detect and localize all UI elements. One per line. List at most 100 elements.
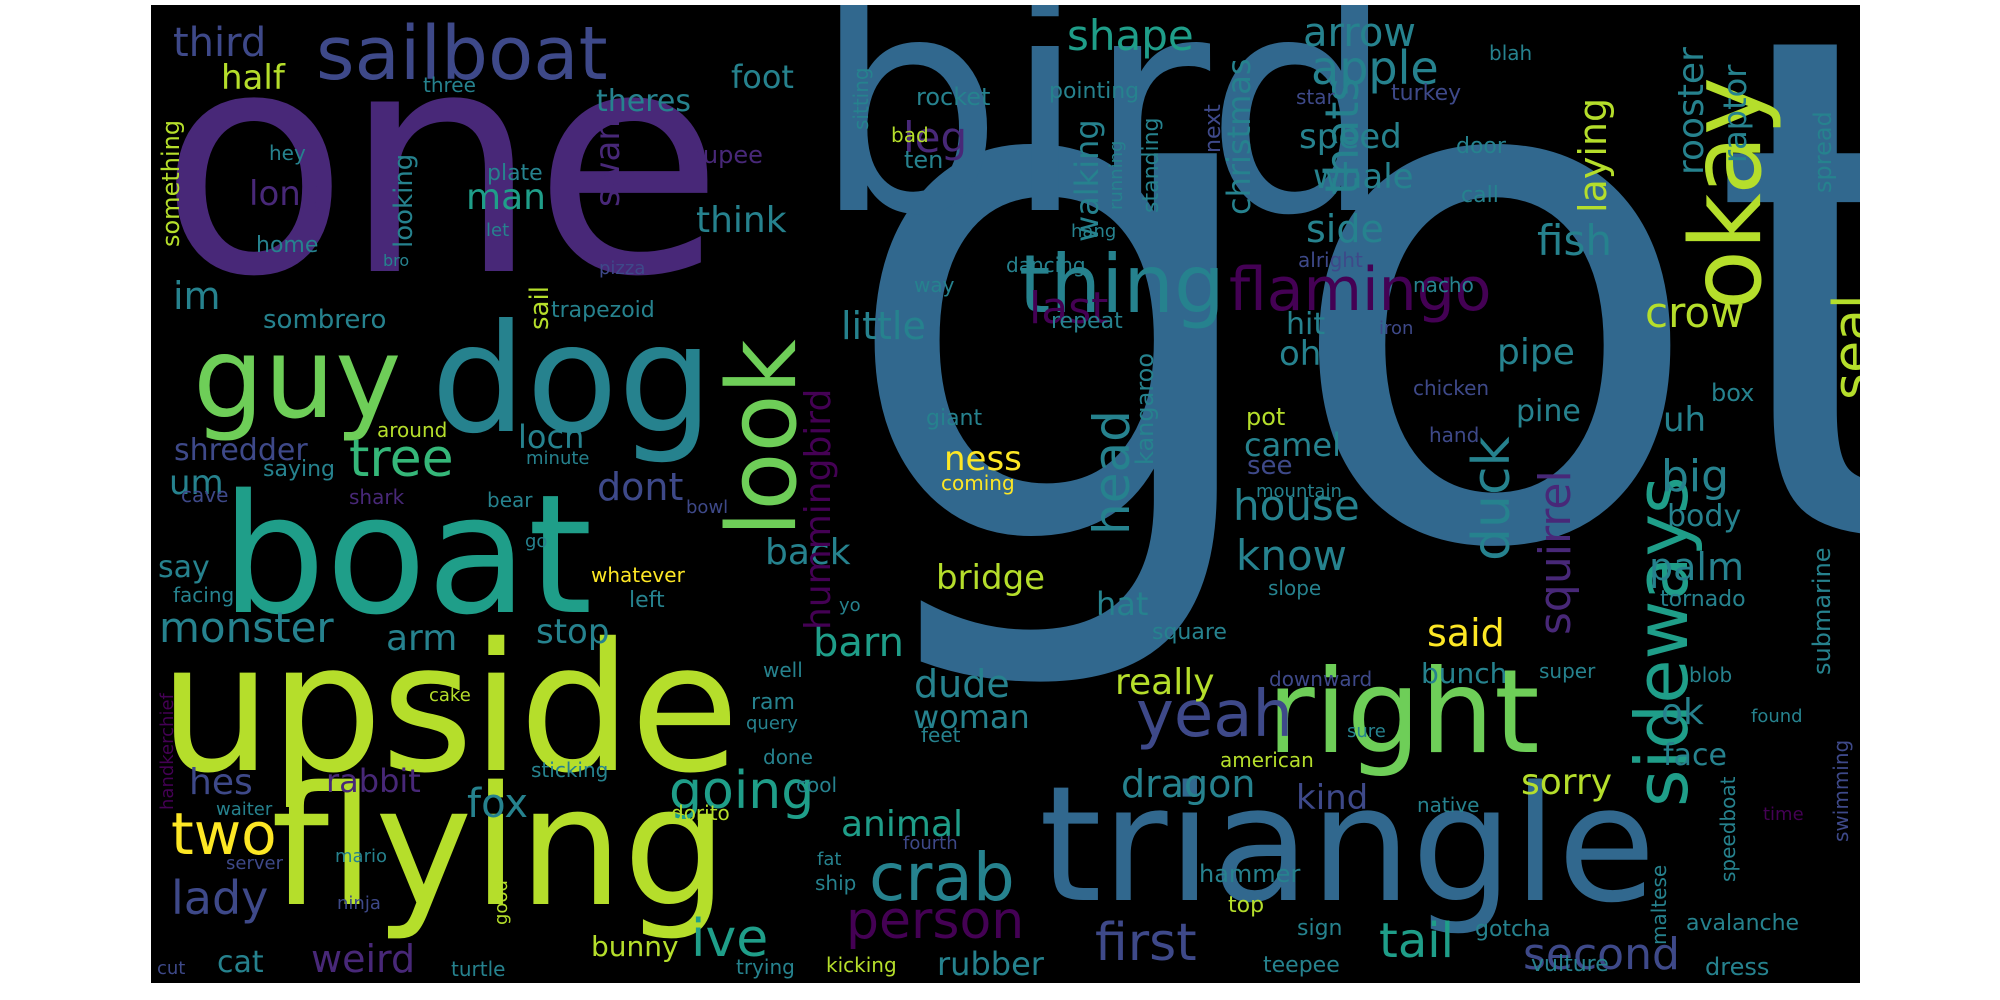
word-home: home [256,233,319,258]
word-hand: hand [1429,423,1480,447]
word-last: last [1029,283,1109,334]
word-turtle: turtle [451,957,506,981]
word-standing: standing [1139,117,1164,214]
word-fish: fish [1537,216,1612,265]
word-well: well [763,658,803,682]
word-plate: plate [487,161,543,186]
word-kicking: kicking [826,953,897,977]
word-going: going [669,761,815,821]
word-theres: theres [596,84,691,119]
word-right: right [1267,645,1540,780]
word-man: man [466,177,546,218]
word-tree: tree [349,429,454,489]
word-stop: stop [536,612,610,652]
word-monster: monster [159,603,334,652]
word-bridge: bridge [936,558,1046,598]
word-dog: dog [431,293,714,467]
word-sure: sure [1347,721,1386,742]
word-said: said [1427,611,1505,655]
word-rooster: rooster [1671,47,1712,175]
word-sitting: sitting [849,67,873,130]
word-uh: uh [1663,400,1707,440]
word-sticking: sticking [531,758,609,782]
word-found: found [1751,706,1803,727]
word-look: look [708,339,818,537]
word-next: next [1201,104,1226,153]
word-ness: ness [944,439,1022,479]
word-whatever: whatever [591,563,685,587]
word-downward: downward [1269,667,1373,691]
word-running: running [1106,140,1127,210]
word-shape: shape [1067,11,1194,60]
word-back: back [765,532,851,573]
word-ram: ram [751,690,795,715]
word-feet: feet [921,723,961,747]
word-bunny: bunny [591,930,679,963]
word-box: box [1711,379,1755,407]
word-go: go [525,531,548,552]
word-speedboat: speedboat [1716,776,1740,882]
word-third: third [173,20,267,66]
word-rocket: rocket [916,83,991,111]
word-christmas: christmas [1220,58,1258,215]
word-squirrel: squirrel [1530,470,1581,635]
word-giant: giant [926,406,983,431]
word-guy: guy [193,314,402,444]
word-super: super [1539,659,1596,683]
word-nacho: nacho [1413,273,1474,297]
word-half: half [221,58,285,98]
word-flamingo: flamingo [1229,255,1492,325]
word-pot: pot [1246,403,1286,431]
word-arm: arm [386,618,458,659]
word-long: long [249,174,323,214]
word-see: see [1247,451,1293,481]
word-palm: palm [1649,545,1744,589]
word-mountain: mountain [1256,481,1342,502]
word-hes: hes [189,762,253,803]
word-house: house [1233,481,1360,530]
word-dress: dress [1705,953,1770,981]
word-face: face [1663,738,1727,773]
word-thing: thing [1019,238,1225,331]
word-swimming: swimming [1829,739,1853,842]
word-cave: cave [181,483,229,507]
word-waiter: waiter [216,799,273,820]
word-woman: woman [913,698,1030,736]
word-person: person [846,891,1025,951]
word-native: native [1417,793,1480,817]
word-second: second [1523,929,1680,980]
word-ten: ten [904,146,944,174]
word-crab: crab [869,839,1015,916]
word-animal: animal [841,804,964,845]
word-looking: looking [389,153,419,248]
word-know: know [1236,531,1347,580]
word-speed: speed [1299,117,1402,157]
word-let: let [486,220,510,241]
word-lady: lady [171,871,269,925]
word-dude: dude [914,662,1010,706]
word-tornado: tornado [1660,587,1746,612]
word-pipe: pipe [1497,332,1575,373]
word-time: time [1763,804,1804,825]
word-weird: weird [311,937,416,981]
word-first: first [1095,913,1197,973]
word-trying: trying [736,955,795,979]
word-upside: upside [159,605,739,812]
word-slope: slope [1268,576,1322,600]
word-crow: crow [1645,288,1745,337]
word-little: little [841,304,926,348]
word-big: big [1661,451,1730,502]
word-ive: ive [691,909,769,969]
word-dorito: dorito [671,801,730,825]
word-trapezoid: trapezoid [551,298,655,323]
word-something: something [157,119,185,247]
word-chicken: chicken [1413,376,1490,400]
word-facing: facing [173,583,235,607]
word-tail: tail [1379,913,1454,969]
word-left: left [629,588,665,613]
word-shredder: shredder [174,433,308,468]
word-blah: blah [1489,41,1533,65]
word-submarine: submarine [1808,547,1836,675]
word-got: got [836,5,1860,702]
word-american: american [1220,748,1314,772]
